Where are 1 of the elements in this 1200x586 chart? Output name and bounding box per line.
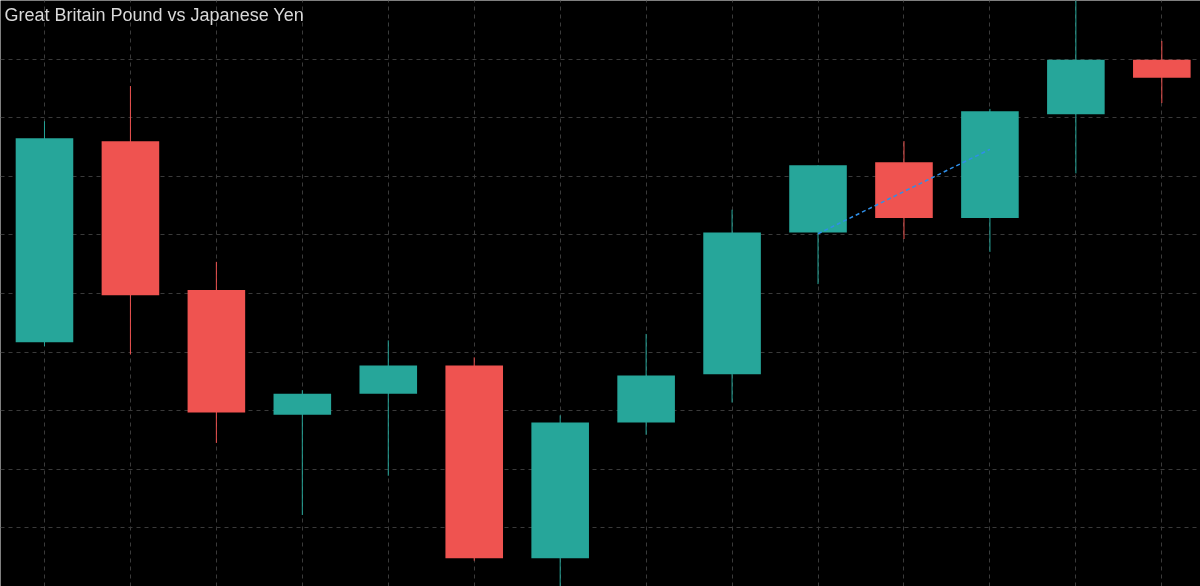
chart-title: Great Britain Pound vs Japanese Yen	[4, 4, 304, 25]
